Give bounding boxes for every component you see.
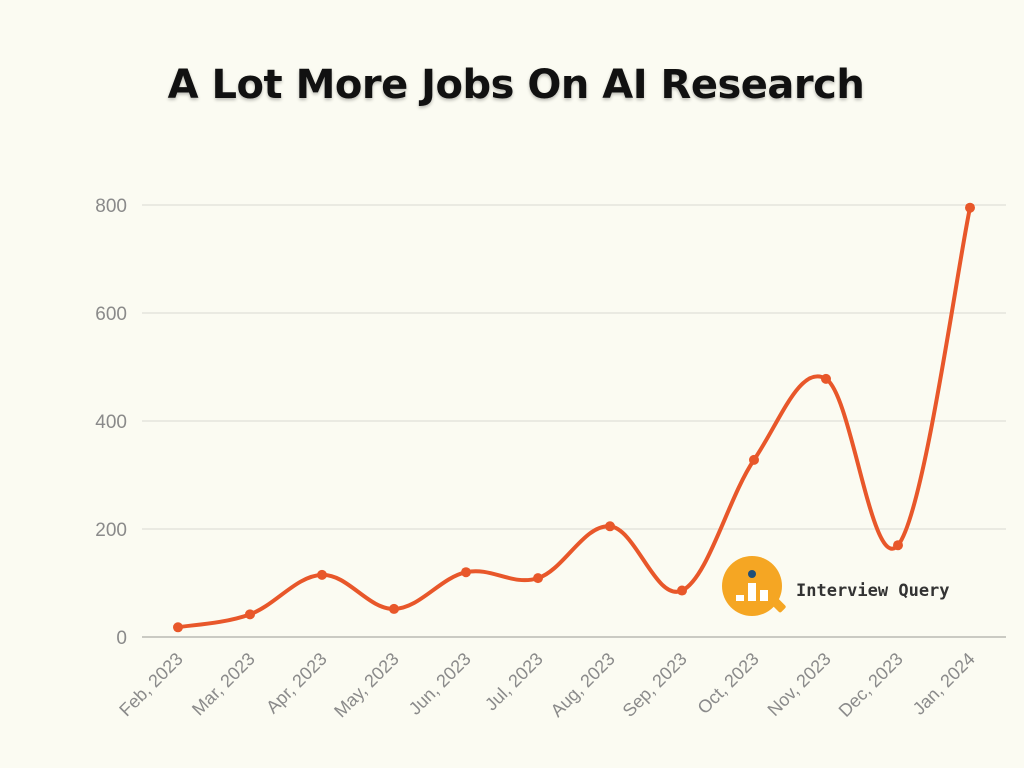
x-axis: Feb, 2023 Mar, 2023 Apr, 2023 May, 2023 Jun,…: [115, 649, 978, 722]
data-point-1: [245, 609, 255, 620]
x-tick-label: Dec, 2023: [835, 649, 907, 721]
y-tick-label: 600: [95, 304, 127, 325]
y-tick-label: 0: [116, 628, 127, 649]
interview-query-watermark: Interview Query: [722, 556, 950, 616]
x-tick-label: Mar, 2023: [188, 649, 259, 720]
y-tick-label: 200: [95, 520, 127, 541]
data-point-10: [893, 540, 903, 551]
data-point-5: [533, 573, 543, 584]
logo-bar-3: [760, 590, 768, 601]
y-tick-label: 400: [95, 412, 127, 433]
x-tick-label: Sep, 2023: [619, 649, 691, 721]
data-point-3: [389, 603, 399, 614]
data-point-2: [317, 569, 327, 580]
data-point-7: [677, 585, 687, 596]
data-point-9: [821, 373, 831, 384]
x-tick-label: Jan, 2024: [909, 649, 979, 719]
series-line: [176, 205, 972, 630]
data-point-8: [749, 454, 759, 465]
data-point-0: [173, 622, 183, 633]
data-point-6: [605, 521, 615, 532]
x-tick-label: Nov, 2023: [764, 649, 835, 720]
logo-bar-1: [736, 595, 744, 601]
x-tick-label: May, 2023: [330, 649, 403, 722]
data-point-11: [965, 202, 975, 213]
x-tick-label: Jul, 2023: [481, 649, 547, 715]
y-tick-label: 800: [95, 196, 127, 217]
x-tick-label: Aug, 2023: [547, 649, 619, 721]
y-axis: 0 200 400 600 800: [95, 196, 127, 649]
watermark-text: Interview Query: [796, 581, 950, 601]
grid: [142, 204, 1006, 638]
logo-bar-2: [748, 583, 756, 601]
logo-dot: [748, 570, 756, 578]
x-tick-label: Jun, 2023: [405, 649, 475, 719]
logo-handle: [769, 596, 786, 613]
x-tick-label: Oct, 2023: [693, 649, 762, 718]
series-layer: [173, 202, 975, 633]
x-tick-label: Apr, 2023: [262, 649, 331, 718]
chart-title: A Lot More Jobs On AI Research: [167, 62, 865, 108]
x-tick-label: Feb, 2023: [115, 649, 186, 720]
data-point-4: [461, 567, 471, 578]
